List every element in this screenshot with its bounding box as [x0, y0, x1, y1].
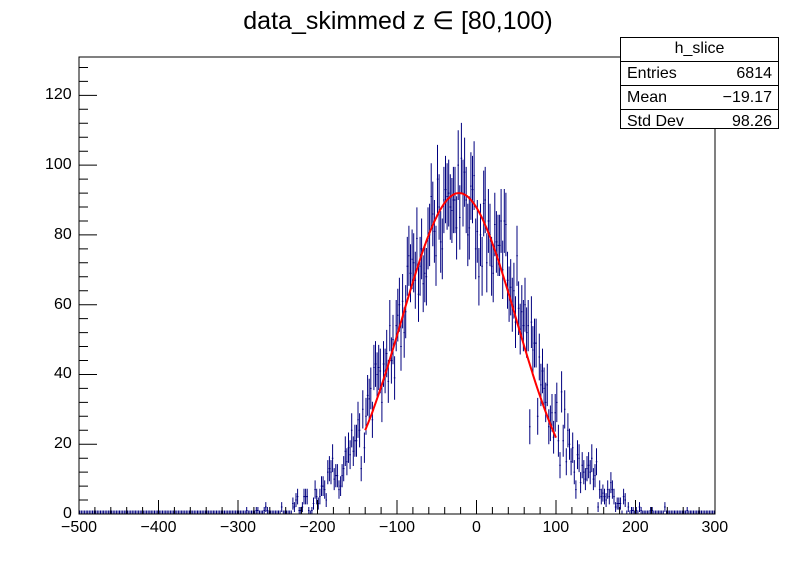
x-tick-label: −100: [379, 519, 416, 536]
stats-row-mean: Mean −19.17: [621, 85, 778, 109]
y-tick-label: 80: [54, 225, 72, 243]
y-tick-label: 20: [54, 435, 72, 453]
histogram-bins: [79, 122, 715, 515]
y-tick-label: 0: [63, 505, 72, 522]
x-axis-ticks: [78, 500, 716, 514]
histogram-series: [79, 122, 715, 515]
stats-label: Mean: [627, 89, 668, 106]
stats-value: −19.17: [722, 89, 772, 106]
x-tick-label: −500: [61, 519, 98, 536]
x-tick-label: 100: [542, 519, 570, 536]
y-tick-label: 100: [45, 156, 72, 174]
stats-label: Entries: [627, 65, 677, 82]
y-tick-label: 60: [54, 295, 72, 313]
stats-row-entries: Entries 6814: [621, 62, 778, 85]
fit-line: [364, 192, 557, 439]
x-tick-label: −200: [299, 519, 336, 536]
stats-value: 6814: [736, 65, 772, 82]
stats-box-title: h_slice: [621, 38, 778, 62]
stats-row-stddev: Std Dev 98.26: [621, 109, 778, 133]
x-tick-label: −400: [140, 519, 177, 536]
axes: [78, 56, 716, 515]
stats-label: Std Dev: [627, 113, 684, 130]
stats-box: h_slice Entries 6814 Mean −19.17 Std Dev…: [620, 37, 779, 130]
y-tick-label: 120: [45, 86, 72, 104]
x-tick-label: 300: [701, 519, 729, 536]
y-axis-ticks: [79, 67, 97, 515]
x-tick-label: 200: [622, 519, 649, 536]
x-tick-label: −300: [220, 519, 257, 536]
chart-title: data_skimmed z ∈ [80,100): [243, 7, 553, 35]
x-tick-label: 0: [472, 519, 481, 536]
y-tick-label: 40: [54, 365, 72, 383]
stats-value: 98.26: [731, 113, 772, 130]
fit-curve: [364, 192, 557, 439]
